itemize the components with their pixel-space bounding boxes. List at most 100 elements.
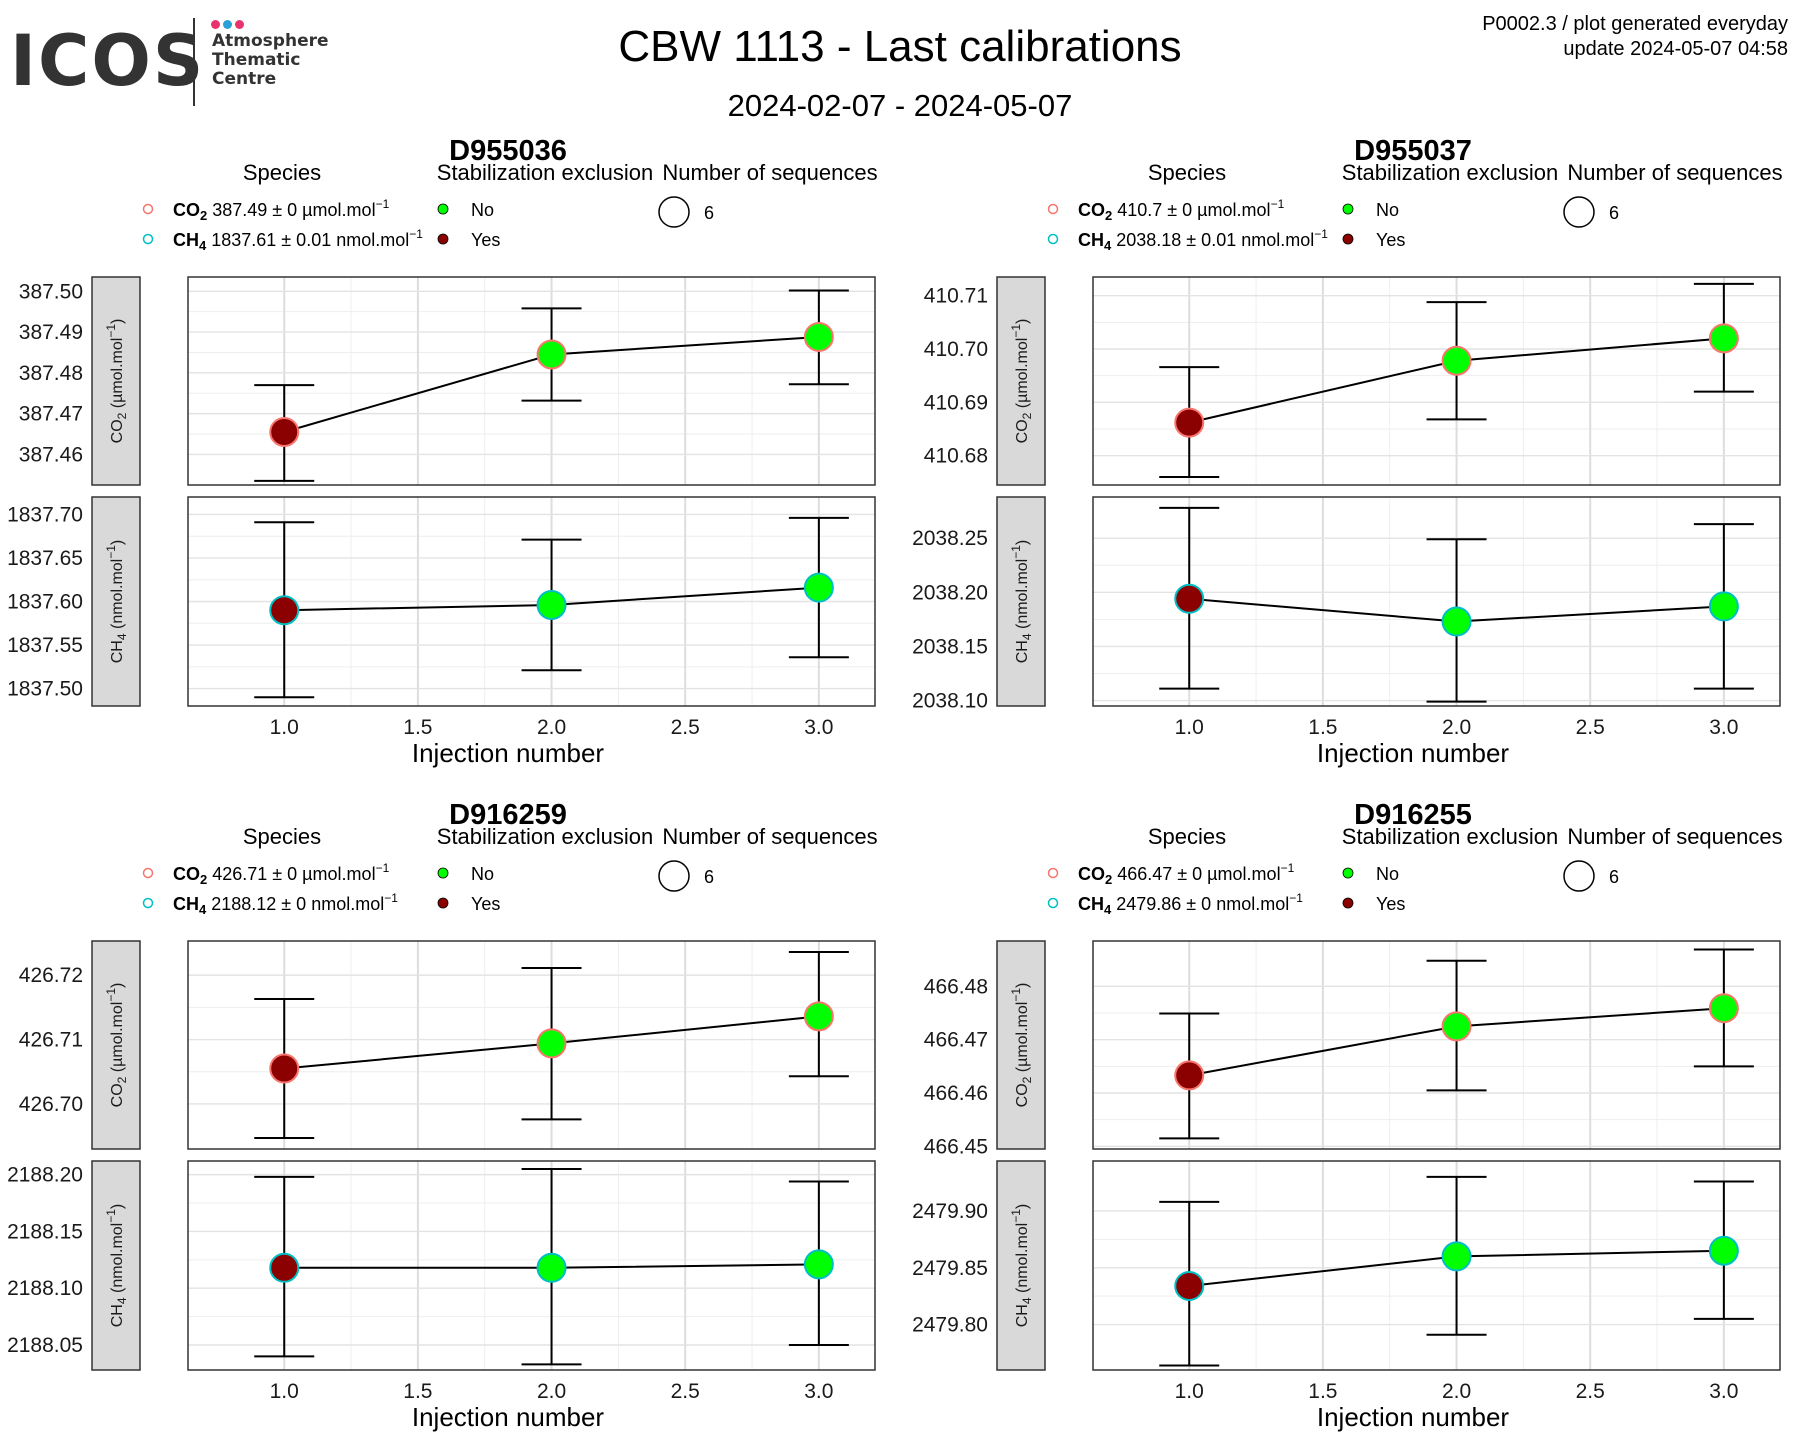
facet-strip-label: CH4 (nmol.mol−1): [104, 1204, 129, 1328]
y-tick-label: 387.48: [19, 362, 83, 385]
x-tick-label: 1.0: [270, 1380, 299, 1403]
x-tick-label: 3.0: [804, 1380, 833, 1403]
y-tick-label: 1837.50: [7, 678, 83, 701]
logo-divider: [193, 18, 195, 106]
data-point: [1708, 323, 1739, 354]
data-point: [1441, 606, 1472, 637]
x-tick-label: 2.5: [1576, 1380, 1605, 1403]
x-tick-label: 1.0: [270, 716, 299, 739]
y-tick-label: 2038.25: [912, 527, 988, 550]
facet-strip: [996, 940, 1046, 1150]
y-tick-label: 426.72: [19, 964, 83, 987]
x-tick-label: 1.5: [403, 716, 432, 739]
panel-border: [187, 276, 876, 486]
legend-yes-marker: [437, 233, 449, 245]
data-point: [536, 1028, 567, 1059]
legend-yes-marker: [437, 897, 449, 909]
legend-sequence-marker: [1563, 196, 1595, 228]
y-tick-label: 1837.55: [7, 634, 83, 657]
legend-no-label: No: [1376, 200, 1399, 220]
data-point: [1441, 345, 1472, 376]
legend-species-title: Species: [243, 160, 321, 185]
page-subtitle: 2024-02-07 - 2024-05-07: [727, 88, 1073, 123]
chart-block: D916255 Species Stabilization exclusion Num…: [912, 799, 1783, 1432]
x-tick-label: 1.5: [1308, 716, 1337, 739]
legend-no-marker: [437, 203, 449, 215]
facet-strip: [91, 940, 141, 1150]
legend-yes-marker: [1342, 897, 1354, 909]
logo-line: Centre: [212, 69, 277, 89]
y-tick-label: 410.71: [924, 285, 988, 308]
legend-no-label: No: [471, 200, 494, 220]
chart-block: D955036 Species Stabilization exclusion Num…: [7, 135, 878, 768]
facet-strip-label: CO2 (µmol.mol−1): [1009, 983, 1034, 1108]
y-tick-label: 2188.05: [7, 1334, 83, 1357]
facet-strip-label: CO2 (µmol.mol−1): [1009, 319, 1034, 444]
chart-title: D955037: [1354, 135, 1472, 167]
panel-border: [187, 496, 876, 707]
legend-stabilization-title: Stabilization exclusion: [1342, 824, 1558, 849]
legend-no-label: No: [1376, 864, 1399, 884]
legend-sequence-marker: [658, 860, 690, 892]
data-point: [1708, 1235, 1739, 1266]
chart-title: D916259: [449, 799, 567, 831]
legend-stabilization-title: Stabilization exclusion: [437, 160, 653, 185]
data-point: [803, 572, 834, 603]
facet-strip: [996, 276, 1046, 486]
legend-no-marker: [1342, 203, 1354, 215]
data-point: [803, 321, 834, 352]
legend-species-marker: [1047, 233, 1059, 245]
legend-sequences-title: Number of sequences: [1567, 160, 1782, 185]
legend-sequences-title: Number of sequences: [662, 824, 877, 849]
legend-species-label: CH4 2479.86 ± 0 nmol.mol−1: [1078, 891, 1303, 917]
legend-stabilization-title: Stabilization exclusion: [437, 824, 653, 849]
data-point: [803, 1001, 834, 1032]
legend-yes-label: Yes: [1376, 894, 1405, 914]
legend-yes-label: Yes: [1376, 230, 1405, 250]
facet-strip: [91, 496, 141, 707]
y-tick-label: 466.48: [924, 975, 988, 998]
y-tick-label: 2188.15: [7, 1220, 83, 1243]
x-tick-label: 3.0: [1709, 1380, 1738, 1403]
y-tick-label: 410.69: [924, 391, 988, 414]
facet-strip-label: CH4 (nmol.mol−1): [1009, 1204, 1034, 1328]
legend-species-marker: [142, 867, 154, 879]
y-tick-label: 2038.20: [912, 581, 988, 604]
x-tick-label: 2.5: [671, 716, 700, 739]
legend-species-title: Species: [243, 824, 321, 849]
legend-stabilization-title: Stabilization exclusion: [1342, 160, 1558, 185]
legend-species-marker: [142, 897, 154, 909]
panel-border: [1092, 1160, 1781, 1371]
x-axis-title: Injection number: [412, 738, 605, 768]
legend-yes-label: Yes: [471, 230, 500, 250]
legend-species-label: CH4 2188.12 ± 0 nmol.mol−1: [173, 891, 398, 917]
legend-species-marker: [1047, 867, 1059, 879]
legend-species-label: CH4 1837.61 ± 0.01 nmol.mol−1: [173, 227, 423, 253]
facet-strip-label: CH4 (nmol.mol−1): [104, 540, 129, 664]
logo-line: Thematic: [212, 50, 301, 70]
facet-strip-label: CO2 (µmol.mol−1): [104, 319, 129, 444]
y-tick-label: 410.70: [924, 338, 988, 361]
x-tick-label: 2.5: [671, 1380, 700, 1403]
panel-border: [1092, 496, 1781, 707]
y-tick-label: 466.47: [924, 1029, 988, 1052]
y-tick-label: 2479.85: [912, 1257, 988, 1280]
legend-species-title: Species: [1148, 160, 1226, 185]
legend-species-marker: [142, 203, 154, 215]
legend-species-title: Species: [1148, 824, 1226, 849]
legend-no-marker: [437, 867, 449, 879]
y-tick-label: 2479.80: [912, 1314, 988, 1337]
data-point: [1708, 591, 1739, 622]
legend-no-label: No: [471, 864, 494, 884]
x-tick-label: 2.0: [537, 1380, 566, 1403]
legend-sequence-count: 6: [1609, 203, 1619, 223]
legend-sequence-count: 6: [704, 203, 714, 223]
legend-sequence-count: 6: [704, 867, 714, 887]
y-tick-label: 466.45: [924, 1135, 988, 1158]
y-tick-label: 387.49: [19, 321, 83, 344]
logo-dots-icon: [211, 16, 259, 30]
note-line: update 2024-05-07 04:58: [1563, 38, 1788, 60]
facet-strip-label: CH4 (nmol.mol−1): [1009, 540, 1034, 664]
panel-background: [1093, 1161, 1780, 1370]
